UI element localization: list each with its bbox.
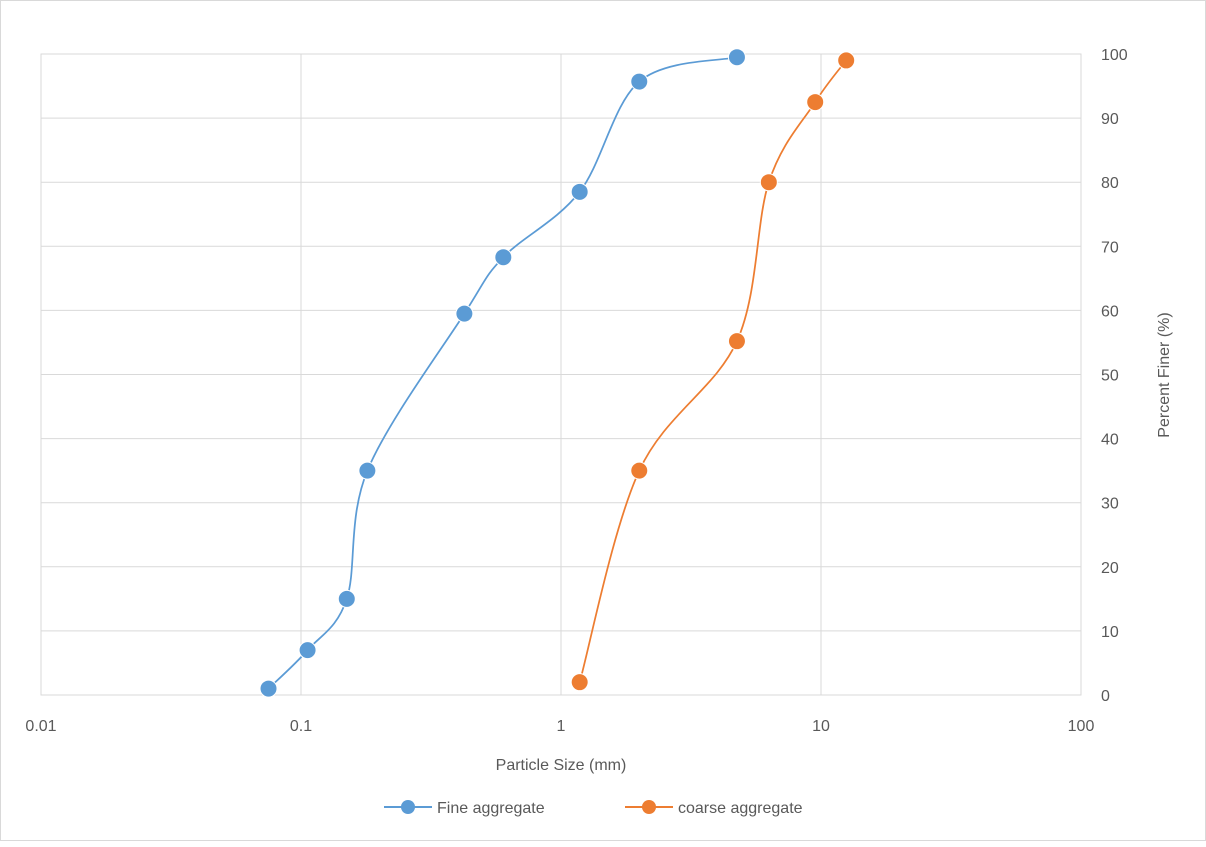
y-tick-label: 80 [1101, 175, 1119, 192]
grid-layer [40, 53, 1082, 696]
y-tick-label: 40 [1101, 432, 1119, 449]
legend-label-fine: Fine aggregate [437, 800, 545, 817]
legend: Fine aggregate coarse aggregate [384, 800, 803, 817]
data-point [570, 182, 589, 201]
data-point [570, 673, 589, 692]
data-point [494, 248, 513, 267]
y-tick-label: 100 [1101, 47, 1128, 64]
data-point [630, 461, 649, 480]
legend-label-coarse: coarse aggregate [678, 800, 803, 817]
x-tick-label: 100 [1068, 718, 1095, 735]
series-line [267, 56, 738, 690]
data-point [630, 72, 649, 91]
x-tick-label: 1 [557, 718, 566, 735]
data-point [337, 589, 356, 608]
series-fine-aggregate [259, 48, 746, 698]
data-point [727, 48, 746, 67]
data-point [298, 641, 317, 660]
data-point [806, 93, 825, 112]
data-point [759, 173, 778, 192]
y-axis-title: Percent Finer (%) [1156, 312, 1173, 437]
x-axis-title: Particle Size (mm) [496, 757, 627, 774]
legend-item-coarse: coarse aggregate [625, 800, 803, 817]
x-tick-label: 10 [812, 718, 830, 735]
data-point [259, 679, 278, 698]
y-tick-label: 70 [1101, 239, 1119, 256]
y-tick-label: 60 [1101, 303, 1119, 320]
legend-marker-coarse [642, 800, 656, 814]
data-point [837, 51, 856, 70]
y-tick-label: 50 [1101, 368, 1119, 385]
data-point [727, 332, 746, 351]
series-line [578, 59, 847, 683]
axis-layer: 0 10 20 30 40 50 60 70 80 90 100 0.01 0.1 1 10 100 [25, 47, 1127, 735]
legend-marker-fine [401, 800, 415, 814]
y-tick-label: 0 [1101, 688, 1110, 705]
legend-item-fine: Fine aggregate [384, 800, 545, 817]
x-tick-label: 0.01 [25, 718, 56, 735]
series-layer [259, 48, 856, 698]
y-tick-label: 20 [1101, 560, 1119, 577]
y-tick-label: 30 [1101, 496, 1119, 513]
data-point [455, 304, 474, 323]
y-tick-label: 90 [1101, 111, 1119, 128]
x-tick-label: 0.1 [290, 718, 312, 735]
data-point [358, 461, 377, 480]
series-coarse-aggregate [570, 51, 856, 692]
y-tick-label: 10 [1101, 624, 1119, 641]
